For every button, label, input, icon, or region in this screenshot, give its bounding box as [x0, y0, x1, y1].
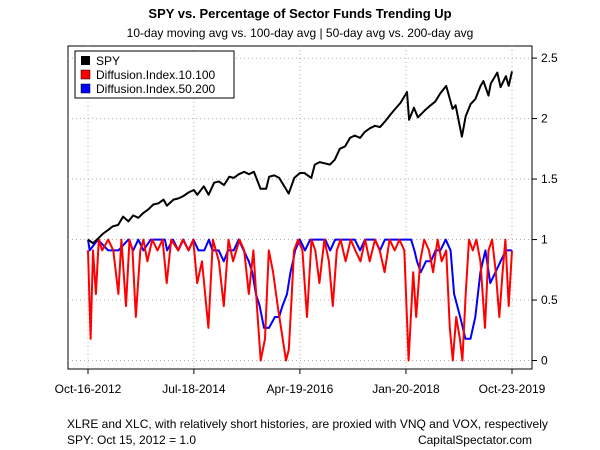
footnote-source: CapitalSpectator.com [418, 433, 532, 447]
legend-swatch-spy [81, 56, 90, 65]
legend-swatch-diffusion-10-100 [80, 69, 91, 80]
series-line-diffusion-index-10-100 [87, 238, 513, 362]
legend-label-diffusion-10-100: Diffusion.Index.10.100 [96, 68, 216, 82]
legend-label-spy: SPY [96, 54, 120, 68]
chart-title: SPY vs. Percentage of Sector Funds Trend… [148, 6, 451, 21]
y-tick-label: 2.5 [541, 51, 558, 65]
y-tick-label: 1 [541, 233, 548, 247]
y-axis: 0 0.5 1 1.5 2 2.5 [532, 51, 558, 368]
legend-label-diffusion-50-200: Diffusion.Index.50.200 [96, 82, 216, 96]
legend-box [74, 50, 235, 99]
y-tick-label: 0 [541, 354, 548, 368]
footnote-spy-base: SPY: Oct 15, 2012 = 1.0 [67, 433, 196, 447]
y-tick-label: 2 [541, 112, 548, 126]
plot-area [67, 45, 533, 370]
legend-swatch-diffusion-50-200 [80, 83, 91, 94]
x-axis: Oct-16-2012 Jul-18-2014 Apr-19-2016 Jan-20-… [55, 369, 546, 396]
series-line-spy [87, 71, 513, 245]
x-tick-label: Apr-19-2016 [267, 382, 334, 396]
x-tick-label: Jan-20-2018 [372, 382, 440, 396]
x-tick-label: Oct-23-2019 [479, 382, 546, 396]
y-tick-label: 0.5 [541, 293, 558, 307]
x-tick-label: Oct-16-2012 [55, 382, 122, 396]
legend: SPY Diffusion.Index.10.100 Diffusion.Ind… [74, 50, 235, 99]
chart-subtitle: 10-day moving avg vs. 100-day avg | 50-d… [127, 26, 474, 40]
y-tick-label: 1.5 [541, 172, 558, 186]
footnote-proxy: XLRE and XLC, with relatively short hist… [67, 417, 548, 431]
series-layer [87, 71, 513, 362]
x-tick-label: Jul-18-2014 [162, 382, 226, 396]
